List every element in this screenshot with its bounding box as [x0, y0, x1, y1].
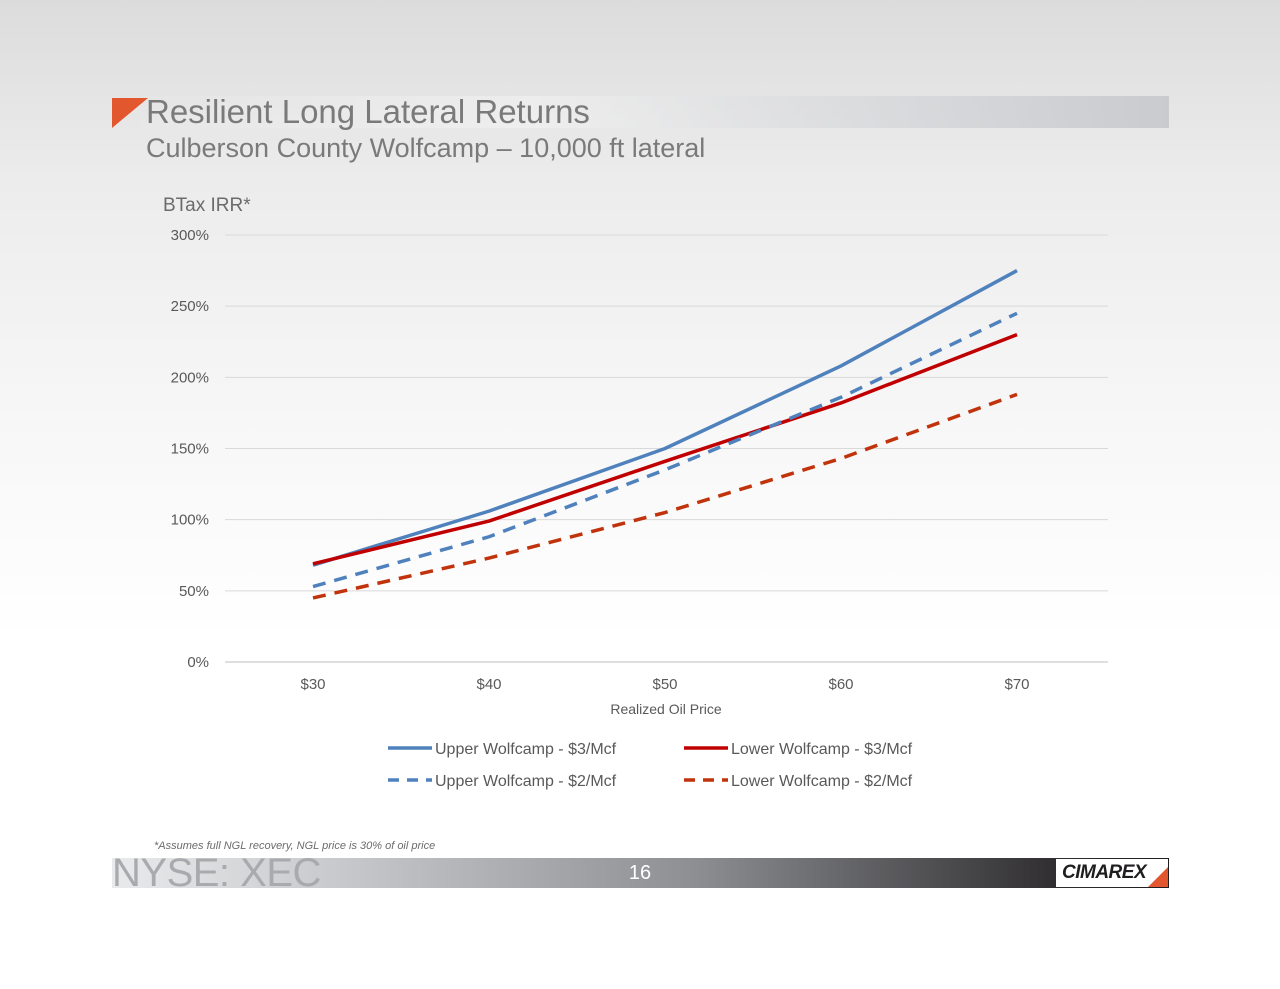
- legend-label-4: Lower Wolfcamp - $2/Mcf: [731, 773, 913, 790]
- series-line-4: [312, 392, 1018, 600]
- accent-triangle-icon: [112, 98, 148, 128]
- y-tick-label: 250%: [171, 298, 209, 315]
- x-tick-label: $70: [1004, 676, 1029, 693]
- y-tick-label: 100%: [171, 512, 209, 529]
- logo-corner-icon: [1148, 867, 1168, 887]
- x-tick-label: $30: [300, 676, 325, 693]
- legend-label-2: Lower Wolfcamp - $3/Mcf: [731, 741, 913, 758]
- irr-line-chart: BTax IRR* 0% 50% 100% 150% 200% 250% 300% $30 $40…: [163, 195, 1108, 790]
- series-line-3: [312, 311, 1018, 589]
- series-line-1: [312, 269, 1018, 567]
- slide-subtitle: Culberson County Wolfcamp – 10,000 ft la…: [146, 133, 706, 163]
- y-tick-label: 200%: [171, 369, 209, 386]
- footer-bar: [112, 858, 1169, 888]
- legend-label-3: Upper Wolfcamp - $2/Mcf: [435, 773, 617, 790]
- y-axis-label: BTax IRR*: [163, 195, 251, 216]
- footnote: *Assumes full NGL recovery, NGL price is…: [154, 840, 436, 852]
- y-tick-label: 300%: [171, 227, 209, 244]
- x-tick-label: $60: [828, 676, 853, 693]
- y-tick-label: 0%: [187, 654, 209, 671]
- y-tick-label: 150%: [171, 441, 209, 458]
- title-band: [112, 96, 1169, 128]
- x-tick-label: $40: [476, 676, 501, 693]
- legend-label-1: Upper Wolfcamp - $3/Mcf: [435, 741, 617, 758]
- slide-title: Resilient Long Lateral Returns: [146, 93, 590, 130]
- x-tick-label: $50: [652, 676, 677, 693]
- cimarex-logo: CIMAREX: [1056, 859, 1168, 887]
- y-tick-label: 50%: [179, 583, 209, 600]
- page-number: 16: [628, 862, 652, 884]
- logo-text: CIMAREX: [1062, 862, 1147, 883]
- x-axis-label: Realized Oil Price: [610, 701, 721, 717]
- ticker-symbol: NYSE: XEC: [112, 851, 321, 895]
